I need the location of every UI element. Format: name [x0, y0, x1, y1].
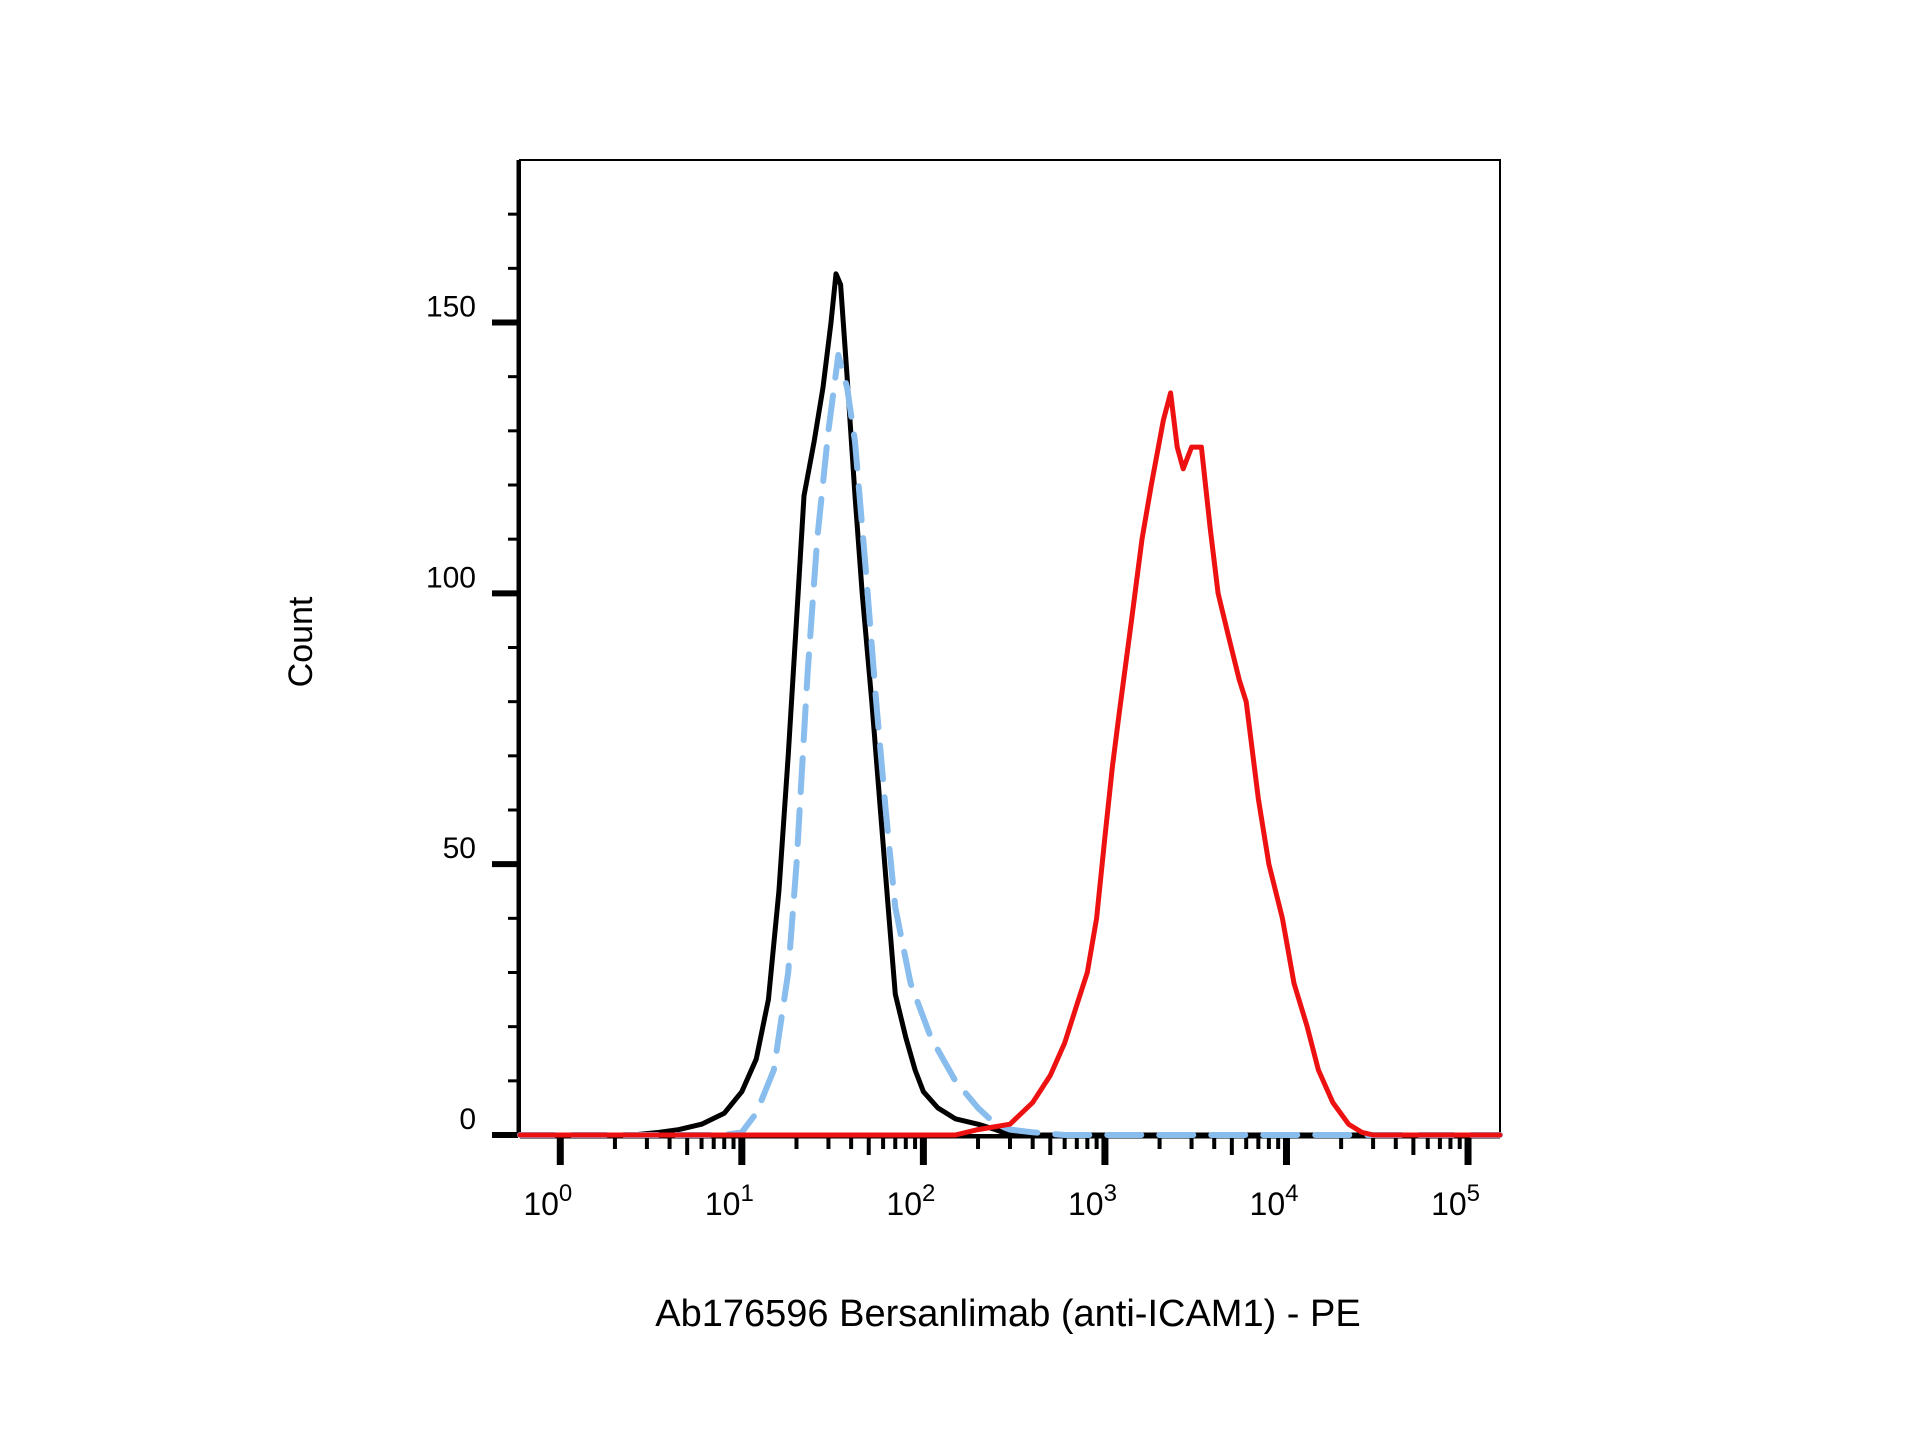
series-layer [517, 271, 1503, 1138]
series-line-2 [517, 390, 1503, 1138]
x-tick-base: 10 [523, 1186, 559, 1222]
x-tick-base: 10 [705, 1186, 741, 1222]
x-tick-exponent: 5 [1467, 1180, 1480, 1207]
x-tick-exponent: 1 [740, 1180, 753, 1207]
x-axis-label: Ab176596 Bersanlimab (anti-ICAM1) - PE [655, 1293, 1360, 1335]
x-tick-label: 100 [523, 1180, 572, 1222]
y-axis-label: Count [282, 596, 320, 687]
y-axis: 0 50 100 150 [426, 160, 520, 1138]
y-tick-label: 100 [426, 561, 476, 594]
y-tick-label: 50 [443, 832, 476, 865]
x-tick-label: 103 [1068, 1180, 1117, 1222]
series-line-1 [517, 352, 1503, 1138]
x-tick-base: 10 [1250, 1186, 1286, 1222]
x-tick-label: 105 [1431, 1180, 1480, 1222]
x-tick-exponent: 0 [559, 1180, 572, 1207]
x-tick-label: 104 [1250, 1180, 1299, 1222]
x-tick-label: 102 [886, 1180, 935, 1222]
y-tick-label: 0 [459, 1103, 476, 1136]
x-tick-base: 10 [886, 1186, 922, 1222]
x-tick-exponent: 3 [1104, 1180, 1117, 1207]
plot-frame [519, 159, 1501, 1136]
x-tick-exponent: 4 [1285, 1180, 1298, 1207]
y-tick-label: 150 [426, 291, 476, 324]
x-axis: 100 101 102 103 104 105 [520, 1135, 1500, 1222]
x-tick-base: 10 [1431, 1186, 1467, 1222]
x-tick-exponent: 2 [922, 1180, 935, 1207]
x-tick-base: 10 [1068, 1186, 1104, 1222]
x-tick-label: 101 [705, 1180, 754, 1222]
series-line-0 [517, 271, 1503, 1138]
